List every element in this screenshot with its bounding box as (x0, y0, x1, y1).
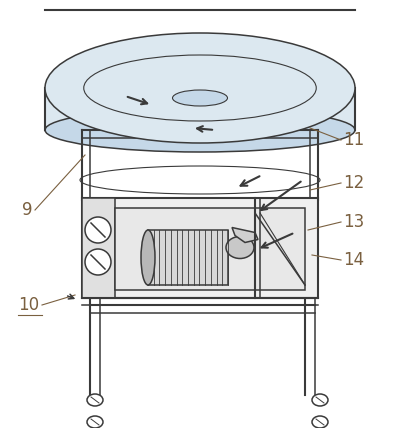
Ellipse shape (85, 217, 111, 243)
Ellipse shape (312, 416, 328, 428)
Ellipse shape (173, 90, 228, 106)
Polygon shape (45, 88, 355, 130)
Ellipse shape (85, 249, 111, 275)
Polygon shape (115, 208, 305, 290)
Text: 12: 12 (343, 174, 364, 192)
Text: 9: 9 (22, 201, 32, 219)
Text: 10: 10 (18, 296, 39, 314)
Polygon shape (148, 230, 228, 285)
Ellipse shape (87, 416, 103, 428)
Text: 11: 11 (343, 131, 364, 149)
Text: 14: 14 (343, 251, 364, 269)
Ellipse shape (312, 394, 328, 406)
Polygon shape (82, 198, 115, 298)
Ellipse shape (87, 394, 103, 406)
Ellipse shape (45, 108, 355, 152)
Ellipse shape (141, 230, 155, 285)
Ellipse shape (45, 33, 355, 143)
Polygon shape (232, 228, 258, 243)
Polygon shape (82, 198, 318, 298)
Ellipse shape (226, 237, 254, 259)
Text: 13: 13 (343, 213, 364, 231)
